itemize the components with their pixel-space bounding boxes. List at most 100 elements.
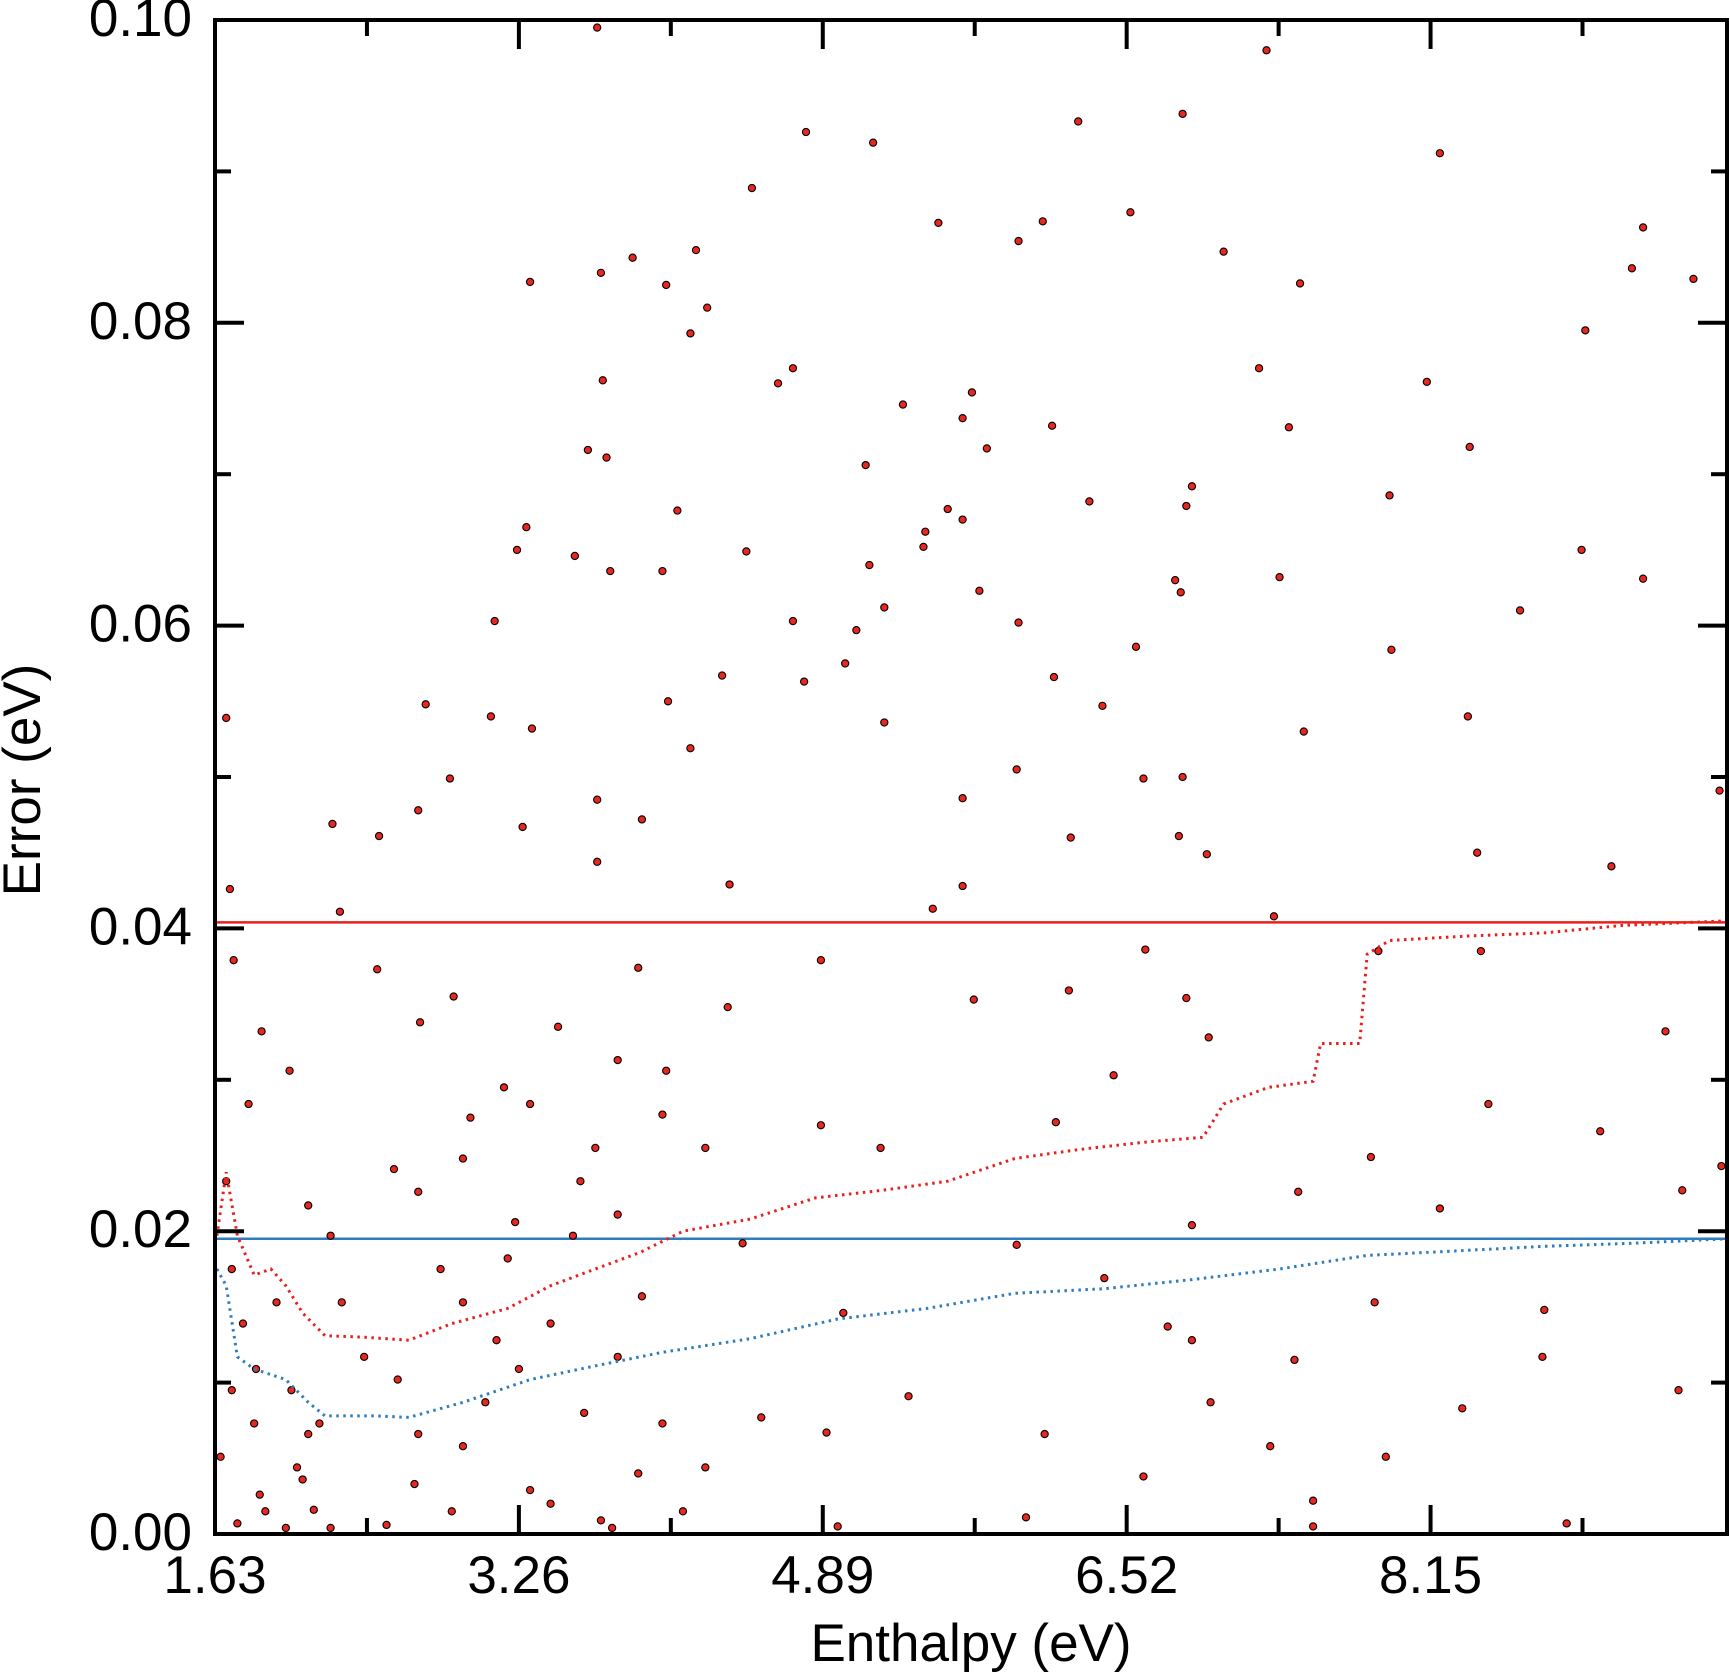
point — [839, 1308, 848, 1318]
point — [1206, 1398, 1215, 1407]
point — [1262, 46, 1271, 55]
point — [525, 277, 535, 287]
point — [1422, 377, 1431, 386]
point — [1538, 1352, 1547, 1362]
point — [1678, 1186, 1687, 1195]
point — [414, 806, 423, 815]
point — [596, 1516, 606, 1525]
point — [637, 815, 647, 824]
point — [1465, 442, 1474, 452]
point — [958, 794, 967, 803]
point — [1638, 223, 1648, 232]
point — [568, 1231, 578, 1240]
point — [703, 303, 712, 312]
point — [1182, 501, 1191, 511]
point — [309, 1505, 318, 1514]
y-tick-label: 0.00 — [89, 1503, 192, 1562]
y-tick-label: 0.06 — [89, 595, 192, 654]
point — [876, 1143, 885, 1153]
point — [1689, 274, 1698, 284]
point — [880, 718, 889, 727]
point — [1163, 1322, 1172, 1331]
point — [227, 1386, 236, 1395]
y-tick-label: 0.02 — [89, 1200, 192, 1259]
point — [328, 819, 337, 829]
point — [466, 1113, 475, 1122]
point — [1577, 545, 1586, 555]
point — [1204, 1033, 1213, 1042]
point — [1051, 1118, 1060, 1127]
point — [1176, 588, 1185, 597]
point — [1014, 618, 1023, 627]
point — [1374, 946, 1383, 956]
point — [747, 183, 757, 193]
point — [1187, 1220, 1197, 1230]
point — [613, 1210, 622, 1219]
point — [1476, 946, 1486, 956]
point — [606, 566, 615, 576]
point — [1294, 1187, 1303, 1196]
point — [723, 1002, 732, 1012]
point — [686, 744, 695, 753]
point — [596, 268, 606, 277]
point — [514, 1364, 524, 1374]
point — [958, 881, 967, 891]
point — [1473, 848, 1482, 857]
point — [1139, 774, 1148, 783]
point — [637, 1292, 647, 1301]
point — [1607, 862, 1616, 871]
point — [1174, 831, 1184, 841]
point — [326, 1231, 335, 1240]
point — [281, 1523, 290, 1533]
point — [1219, 247, 1228, 256]
point — [570, 551, 579, 561]
point — [1381, 1452, 1390, 1461]
point — [982, 444, 991, 453]
point — [503, 1254, 512, 1263]
point — [1627, 264, 1637, 273]
point — [335, 907, 345, 916]
point — [921, 527, 930, 536]
point — [788, 616, 798, 626]
point — [1596, 1127, 1605, 1136]
point — [1435, 1204, 1445, 1213]
point — [414, 1187, 423, 1196]
point — [634, 1469, 643, 1478]
y-axis-label: Error (eV) — [0, 664, 52, 897]
point — [449, 992, 458, 1001]
point — [1182, 993, 1191, 1003]
point — [658, 566, 667, 576]
point — [1674, 1386, 1683, 1395]
x-tick-label: 6.52 — [1075, 1546, 1178, 1605]
point — [553, 1022, 563, 1031]
point — [486, 712, 496, 721]
y-tick-label: 0.10 — [89, 0, 192, 48]
point — [512, 545, 522, 555]
point — [1040, 1429, 1049, 1439]
point — [1012, 1240, 1021, 1249]
point — [1540, 1305, 1549, 1315]
point — [238, 1319, 248, 1328]
point — [593, 795, 602, 804]
plot-frame — [213, 18, 1729, 1536]
point — [1717, 1161, 1726, 1171]
point — [382, 1520, 391, 1530]
point — [1515, 606, 1525, 615]
point — [701, 1143, 710, 1153]
point — [757, 1413, 766, 1422]
point — [1661, 1027, 1670, 1036]
point — [613, 1352, 622, 1362]
point — [458, 1442, 468, 1451]
point — [1290, 1355, 1299, 1365]
point — [658, 1110, 667, 1119]
point — [518, 822, 527, 832]
point — [527, 724, 537, 733]
point — [481, 1398, 490, 1407]
running-curve — [215, 1237, 1728, 1419]
point — [1266, 1442, 1275, 1451]
point — [374, 831, 384, 841]
point — [1715, 786, 1724, 795]
point — [919, 542, 928, 552]
point — [822, 1428, 831, 1437]
